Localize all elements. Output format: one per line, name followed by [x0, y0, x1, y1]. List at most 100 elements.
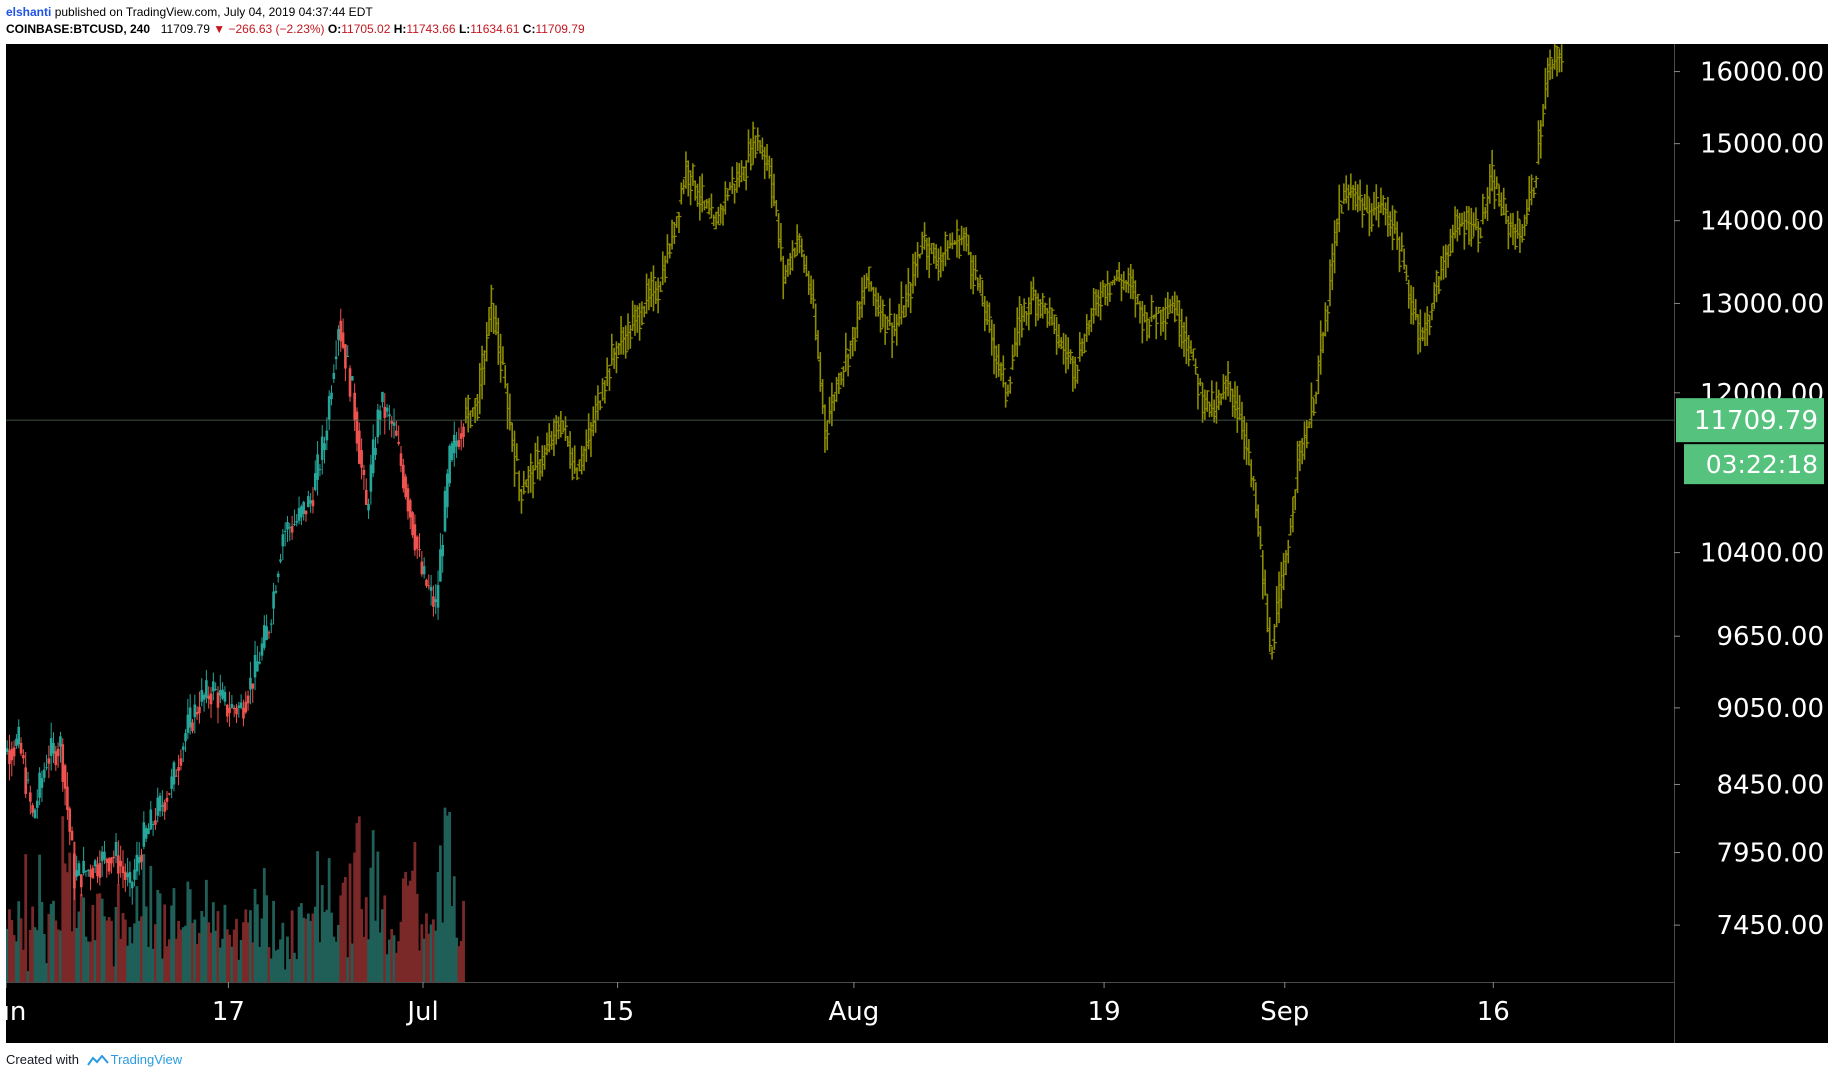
- candle: [107, 857, 111, 875]
- candle: [351, 375, 354, 381]
- volume-bar: [346, 957, 350, 982]
- candle: [376, 403, 380, 444]
- volume-bar: [286, 936, 289, 982]
- projection-bar: [840, 366, 846, 387]
- footer: Created with TradingView: [6, 1052, 182, 1067]
- volume-bar: [418, 950, 421, 982]
- candle: [77, 860, 81, 877]
- candle: [29, 785, 32, 815]
- candle-body: [281, 534, 285, 547]
- candle: [459, 419, 463, 451]
- candle-body: [126, 873, 129, 878]
- projection-bar: [1501, 187, 1507, 216]
- candle-body: [376, 409, 380, 438]
- y-tick-label: 16000.00: [1700, 58, 1824, 88]
- volume-bar: [135, 886, 139, 982]
- projection-bar: [609, 333, 615, 366]
- candle-body: [137, 856, 141, 864]
- candle: [114, 833, 118, 864]
- volume-bar: [251, 942, 255, 982]
- candle-body: [402, 464, 405, 489]
- candle: [242, 699, 245, 727]
- projection-bar: [1478, 227, 1484, 239]
- chart-canvas[interactable]: 16000.0015000.0014000.0013000.0012000.00…: [0, 31, 1828, 1043]
- change-text: −266.63 (−2.23%): [228, 22, 325, 36]
- candle: [263, 615, 266, 651]
- volume-bar: [327, 858, 331, 982]
- volume-bar: [207, 922, 211, 982]
- volume-bar: [107, 917, 111, 982]
- volume-bar: [411, 870, 414, 982]
- candle: [434, 584, 438, 615]
- candle: [251, 683, 255, 703]
- projection-bar: [1225, 361, 1231, 397]
- candle: [383, 393, 387, 435]
- volume-bar: [198, 932, 201, 982]
- candle-body: [362, 469, 366, 476]
- projection-bar: [1325, 305, 1331, 332]
- candle: [218, 674, 222, 704]
- candle: [154, 807, 157, 830]
- candle-body: [77, 863, 81, 876]
- projection-bar: [922, 222, 928, 250]
- candle: [334, 340, 338, 370]
- candle-body: [10, 748, 14, 761]
- candle-body: [82, 860, 85, 874]
- volume-bar: [450, 906, 454, 982]
- candle: [8, 734, 11, 781]
- candle-body: [406, 488, 410, 512]
- projection-bar: [796, 233, 802, 254]
- candle: [40, 770, 44, 802]
- volume-bar: [68, 852, 72, 982]
- countdown-label: 03:22:18: [1706, 450, 1818, 479]
- candle: [100, 846, 104, 877]
- x-tick-label: Aug: [829, 997, 880, 1027]
- volume-bar: [24, 854, 28, 982]
- volume-bar: [204, 879, 208, 982]
- candle: [119, 845, 122, 878]
- author-name[interactable]: elshanti: [6, 5, 52, 19]
- volume-bar: [98, 893, 102, 982]
- tradingview-brand[interactable]: TradingView: [110, 1052, 183, 1067]
- volume-bar: [394, 952, 398, 982]
- projection-bar: [671, 221, 677, 245]
- projection-bar: [1424, 306, 1430, 346]
- candle-body: [244, 701, 248, 713]
- projection-bar: [574, 467, 580, 481]
- candle-body: [119, 860, 122, 867]
- volume-bar: [8, 909, 11, 982]
- volume-bar: [244, 909, 248, 982]
- volume-bar: [420, 924, 424, 982]
- candle-body: [339, 320, 343, 342]
- projection-bar: [1098, 281, 1104, 321]
- candle-body: [392, 422, 396, 426]
- candle: [198, 691, 201, 724]
- candle-body: [316, 454, 319, 480]
- candle-body: [181, 746, 185, 750]
- projection-bar: [942, 231, 948, 267]
- volume-bar: [225, 929, 229, 982]
- volume-bar: [281, 922, 285, 982]
- projection-bar: [535, 436, 541, 480]
- projection-bar: [1186, 334, 1192, 367]
- candle-body: [93, 860, 97, 867]
- volume-bar: [343, 877, 347, 982]
- candle-body: [353, 392, 356, 421]
- volume-bar: [246, 922, 250, 982]
- price-chart[interactable]: 16000.00 15000.00 14000.00 13000.00 12000.00…: [0, 31, 1828, 1043]
- open-value: 11705.02: [341, 22, 391, 36]
- candle: [17, 719, 21, 749]
- candle-body: [434, 599, 438, 603]
- candle-body: [156, 797, 160, 816]
- volume-bar: [47, 913, 51, 982]
- candle: [357, 422, 361, 465]
- candle: [56, 742, 60, 768]
- x-tick-label: Jul: [405, 997, 438, 1027]
- candle-body: [66, 786, 69, 810]
- candle-body: [364, 489, 368, 505]
- candle: [318, 464, 322, 477]
- projection-bar: [1480, 193, 1486, 225]
- candle: [137, 842, 141, 876]
- candle: [228, 691, 231, 727]
- candle-body: [38, 772, 41, 798]
